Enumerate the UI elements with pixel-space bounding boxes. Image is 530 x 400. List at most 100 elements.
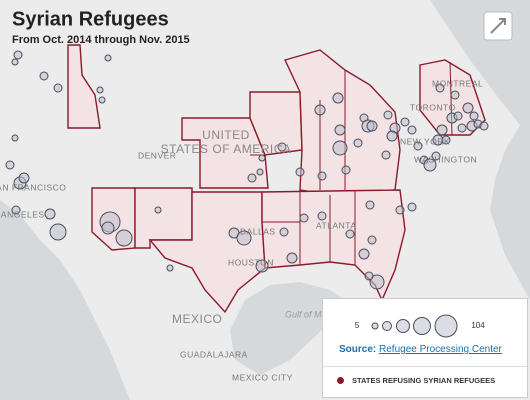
source-link[interactable]: Refugee Processing Center [379, 344, 502, 355]
country-label: MEXICO [172, 312, 222, 326]
refugee-circle [469, 111, 479, 121]
refugee-circle [479, 121, 489, 131]
refugee-circle [11, 134, 19, 142]
refugee-circle [279, 227, 289, 237]
state [67, 44, 101, 129]
city-label: MONTREAL [432, 78, 483, 88]
refugee-circle [431, 151, 441, 161]
refugee-circle [369, 274, 385, 290]
refugee-circle [258, 154, 266, 162]
refugee-circle [413, 141, 423, 151]
refugee-circle [436, 124, 448, 136]
sea-label: Gulf of Mexico [285, 309, 343, 319]
refugee-circle [11, 205, 21, 215]
city-label: GUADALAJARA [180, 349, 248, 359]
refugee-circle [104, 54, 112, 62]
source: Source: Refugee Processing Center [339, 344, 502, 355]
country-label: STATES OF AMERICA [161, 142, 292, 156]
refugee-circle [13, 50, 23, 60]
refugee-circle [423, 158, 437, 172]
refugee-circle [256, 168, 264, 176]
refugee-circle [450, 90, 460, 100]
refugee-circle [98, 96, 106, 104]
refugee-circle [457, 123, 467, 133]
legend-circle [413, 317, 431, 335]
state [134, 187, 193, 249]
refugee-circle [115, 229, 133, 247]
refugee-circle [96, 86, 104, 94]
gulf [230, 282, 345, 375]
refugee-circle [299, 213, 309, 223]
pacific [0, 200, 130, 400]
divider [323, 366, 527, 367]
legend-min: 5 [355, 321, 360, 330]
refugee-circle [400, 117, 410, 127]
refugee-circle [39, 71, 49, 81]
refugee-circle [407, 125, 417, 135]
refugee-circle [332, 92, 344, 104]
refugee-circle [18, 172, 30, 184]
city-label: NEW YORK [400, 136, 450, 146]
refugee-circle [364, 271, 374, 281]
refugee-circle [345, 229, 355, 239]
subtitle: From Oct. 2014 through Nov. 2015 [12, 34, 190, 46]
city-label: TORONTO [410, 102, 456, 112]
refugee-circle [395, 205, 405, 215]
refugee-circle [295, 167, 305, 177]
city-label: DALLAS [240, 226, 276, 236]
refugee-circle [5, 160, 15, 170]
refugee-circle [314, 104, 326, 116]
legend-circle [371, 322, 379, 330]
city-label: LOS ANGELES [0, 209, 45, 219]
refugee-circle [277, 142, 287, 152]
refugee-circle [154, 206, 162, 214]
refugee-circle [49, 223, 67, 241]
refugee-circles [5, 50, 489, 290]
city-label: MEXICO CITY [232, 372, 293, 382]
refusing-swatch [337, 377, 344, 384]
refugee-circle [286, 252, 298, 264]
refugee-circle [441, 135, 451, 145]
city-label: WASHINGTON [414, 154, 477, 164]
refugee-circle [367, 235, 377, 245]
refugee-circle [332, 140, 348, 156]
refugee-circle [166, 264, 174, 272]
refugee-circle [383, 110, 393, 120]
refugee-circle [462, 102, 474, 114]
refugee-circle [334, 124, 346, 136]
refugee-circle [366, 120, 378, 132]
legend: 5 104 Source: Refugee Processing Center … [322, 298, 528, 398]
refusing-label: STATES REFUSING SYRIAN REFUGEES [352, 376, 496, 385]
legend-circle [434, 314, 458, 338]
refugee-circle [341, 165, 351, 175]
share-button[interactable] [483, 11, 513, 41]
refugee-circle [381, 150, 391, 160]
refugee-circle [53, 83, 63, 93]
refugee-circle [365, 200, 375, 210]
refugee-circle [236, 230, 252, 246]
atlantic [430, 0, 530, 300]
refugee-circle [358, 248, 370, 260]
legend-circle [396, 319, 410, 333]
refugee-circle [317, 211, 327, 221]
city-label: HOUSTON [228, 257, 274, 267]
refugee-circle [255, 259, 269, 273]
refugee-circle [386, 130, 398, 142]
refugee-circle [453, 111, 463, 121]
refugee-circle [101, 221, 115, 235]
city-label: DENVER [138, 150, 176, 160]
title: Syrian Refugees [12, 8, 169, 30]
refugee-circle [44, 208, 56, 220]
refugee-circle [353, 138, 363, 148]
legend-scale: 5 104 [355, 314, 485, 338]
country-label: UNITED [202, 128, 250, 142]
refusing-key: STATES REFUSING SYRIAN REFUGEES [337, 376, 495, 385]
source-label: Source: [339, 344, 377, 355]
share-icon [490, 18, 506, 34]
refugee-circle [317, 171, 327, 181]
refugee-circle [407, 202, 417, 212]
refugee-circle [11, 58, 19, 66]
legend-circle [382, 321, 392, 331]
